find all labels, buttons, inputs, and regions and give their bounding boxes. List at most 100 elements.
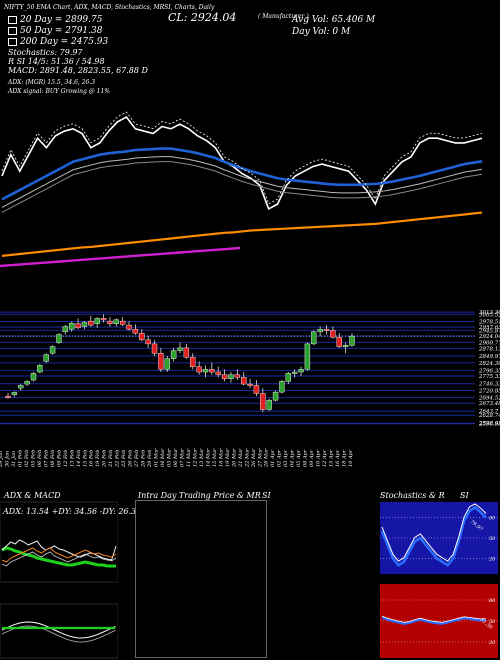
price-axis-label: 2643.7 [478,409,499,415]
ema200-swatch [8,38,17,46]
candle-body [196,366,202,373]
candle-body [119,320,126,325]
candle-body [228,374,234,379]
candle-body [304,343,311,370]
candle-body [151,343,158,354]
candle-body [30,373,37,381]
date-label: 23 Feb [121,450,127,468]
date-label: 07 Feb [43,450,49,467]
price-axis-label: 2878.13 [478,346,500,352]
candle-body [285,373,291,382]
date-label: 22 Feb [115,450,121,468]
date-label: 29 Jan [0,451,4,468]
legend-20day: 20 Day = 2899.75 [8,15,102,25]
adx-signal: ADX signal: BUY Growing @ 11% [8,88,110,95]
price-axis-label: 2775.33 [478,374,500,380]
candle-body [126,324,132,330]
adx-macd-panel: ADX: 13.54 +DY: 34.56 -DY: 26.32 [0,500,141,660]
date-label: 29 Feb [147,450,153,468]
date-label: 13 Feb [69,450,75,467]
date-label: 21 Feb [108,450,114,468]
price-axis-label: 2746.33 [478,382,500,388]
date-label: 08 Apr [303,449,309,467]
price-axis-label: 3005.52 [479,312,500,318]
candle-body [75,323,81,329]
minus-di-line [1,547,117,563]
ema50-swatch [8,27,17,35]
adx-line [1,546,116,568]
date-label: 15 Apr [329,449,335,467]
stochastics-readout: Stochastics: 79.97 [8,48,83,57]
date-label: 01 Apr [270,449,276,467]
ema50-band-line [1,156,483,208]
date-label: 18 Apr [342,449,348,467]
date-label: 01 Mar [154,448,160,467]
candle-body [56,334,62,343]
date-label: 06 Feb [37,450,43,467]
price-axis-label: 2978.51 [478,320,500,326]
date-label: 16 Feb [89,450,95,467]
ema200-line [1,211,483,257]
date-label: 26 Feb [128,450,134,468]
price-axis-label: 2945.87 [478,328,500,334]
price-axis-label: 2720.85 [478,389,500,395]
price-axis-label: 2628.74 [478,413,500,419]
price-axis-label: 2796.35 [478,368,500,374]
manufacturer-label: ( Manufacturer ) [258,13,309,20]
date-label: 30 Jan [4,451,10,467]
ema20-line [1,116,483,210]
candle-body [298,369,304,373]
adx-panel-title: ADX & MACD [4,491,61,500]
date-label: 18 Mar [218,448,224,467]
adx-readout: ADX: (MGR) 15.5, 34.6, 26.3 [8,79,96,86]
date-label: 03 Apr [283,449,289,467]
legend-200day-text: 200 Day = 2475.93 [20,37,109,47]
candle-body [107,320,113,324]
date-label: 21 Mar [238,448,244,468]
avg-volume: Avg Vol: 65.406 M [292,15,376,25]
candle-body [279,381,285,393]
date-label: 27 Mar [257,448,263,468]
adx-values: ADX: 13.54 +DY: 34.56 -DY: 26.32 [3,507,142,516]
adx-plot-area [0,501,118,583]
date-label: 19 Feb [95,450,101,467]
date-label: 15 Mar [212,448,218,467]
date-label: 05 Feb [30,450,36,467]
price-axis-label: 2694.52 [478,396,500,402]
day-volume: Day Vol: 0 M [292,27,351,37]
date-label: 09 Apr [309,449,315,467]
date-label: 09 Feb [56,450,62,467]
candle-body [43,354,49,362]
candle-body [139,332,145,341]
stoch-tick-label: 50 [489,536,496,542]
candle-body [164,358,170,370]
candle-body [11,392,18,395]
price-axis-label: 2824.36 [478,361,500,367]
date-label: 16 Apr [335,449,341,467]
date-label: 02 Apr [277,449,283,467]
date-label: 26 Mar [251,448,257,468]
candle-body [88,320,94,326]
candle-body [100,318,107,321]
candle-body [145,339,151,345]
candle-body [18,385,24,389]
macd-line [1,621,116,639]
candle-body [177,347,183,351]
ema20-dotted-line [1,111,483,205]
legend-50day-text: 50 Day = 2791.38 [20,26,103,36]
candle-body [24,381,30,385]
candle-body [132,328,139,334]
date-label: 11 Mar [186,448,192,467]
header-top-line: NIFTY_50 EMA Chart, ADX, MACD, Stochasti… [4,4,215,11]
date-label: 19 Apr [348,449,354,467]
date-label: 06 Mar [173,448,179,467]
candle-body [234,374,241,378]
plus-di-line [1,539,117,561]
date-label: 22 Mar [244,448,250,468]
date-label: 19 Mar [225,448,231,467]
candle-body [170,350,177,359]
candle-body [253,385,260,394]
price-axis-label: 2598.93 [478,421,500,427]
